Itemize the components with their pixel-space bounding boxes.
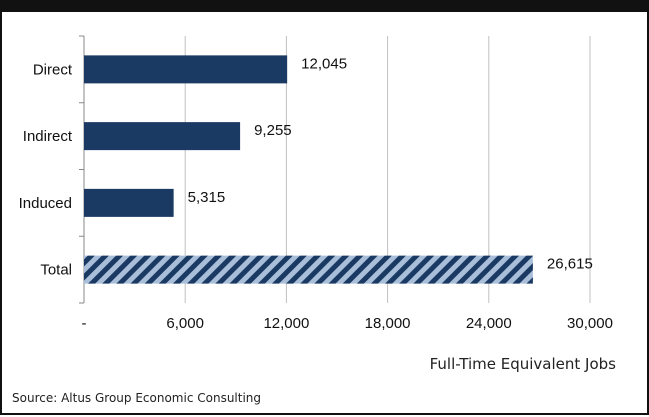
x-tick-label: 6,000 [166,315,204,332]
category-label: Indirect [23,128,73,145]
data-label: 9,255 [254,122,292,139]
bar [84,55,288,84]
data-label: 12,045 [301,55,347,72]
x-tick-label: 24,000 [466,315,512,332]
title-bar [2,2,647,12]
data-label: 26,615 [547,256,593,273]
category-label: Induced [19,195,72,212]
data-label: 5,315 [188,189,226,206]
category-label: Total [40,262,72,279]
source-note: Source: Altus Group Economic Consulting [12,391,262,405]
x-tick-label: - [82,315,87,332]
x-axis-title: Full-Time Equivalent Jobs [429,355,616,373]
bar [84,255,533,284]
x-tick-label: 12,000 [263,315,309,332]
bar [84,122,241,151]
category-label: Direct [33,61,73,78]
x-tick-label: 18,000 [365,315,411,332]
bar [84,188,174,217]
x-tick-label: 30,000 [567,315,613,332]
